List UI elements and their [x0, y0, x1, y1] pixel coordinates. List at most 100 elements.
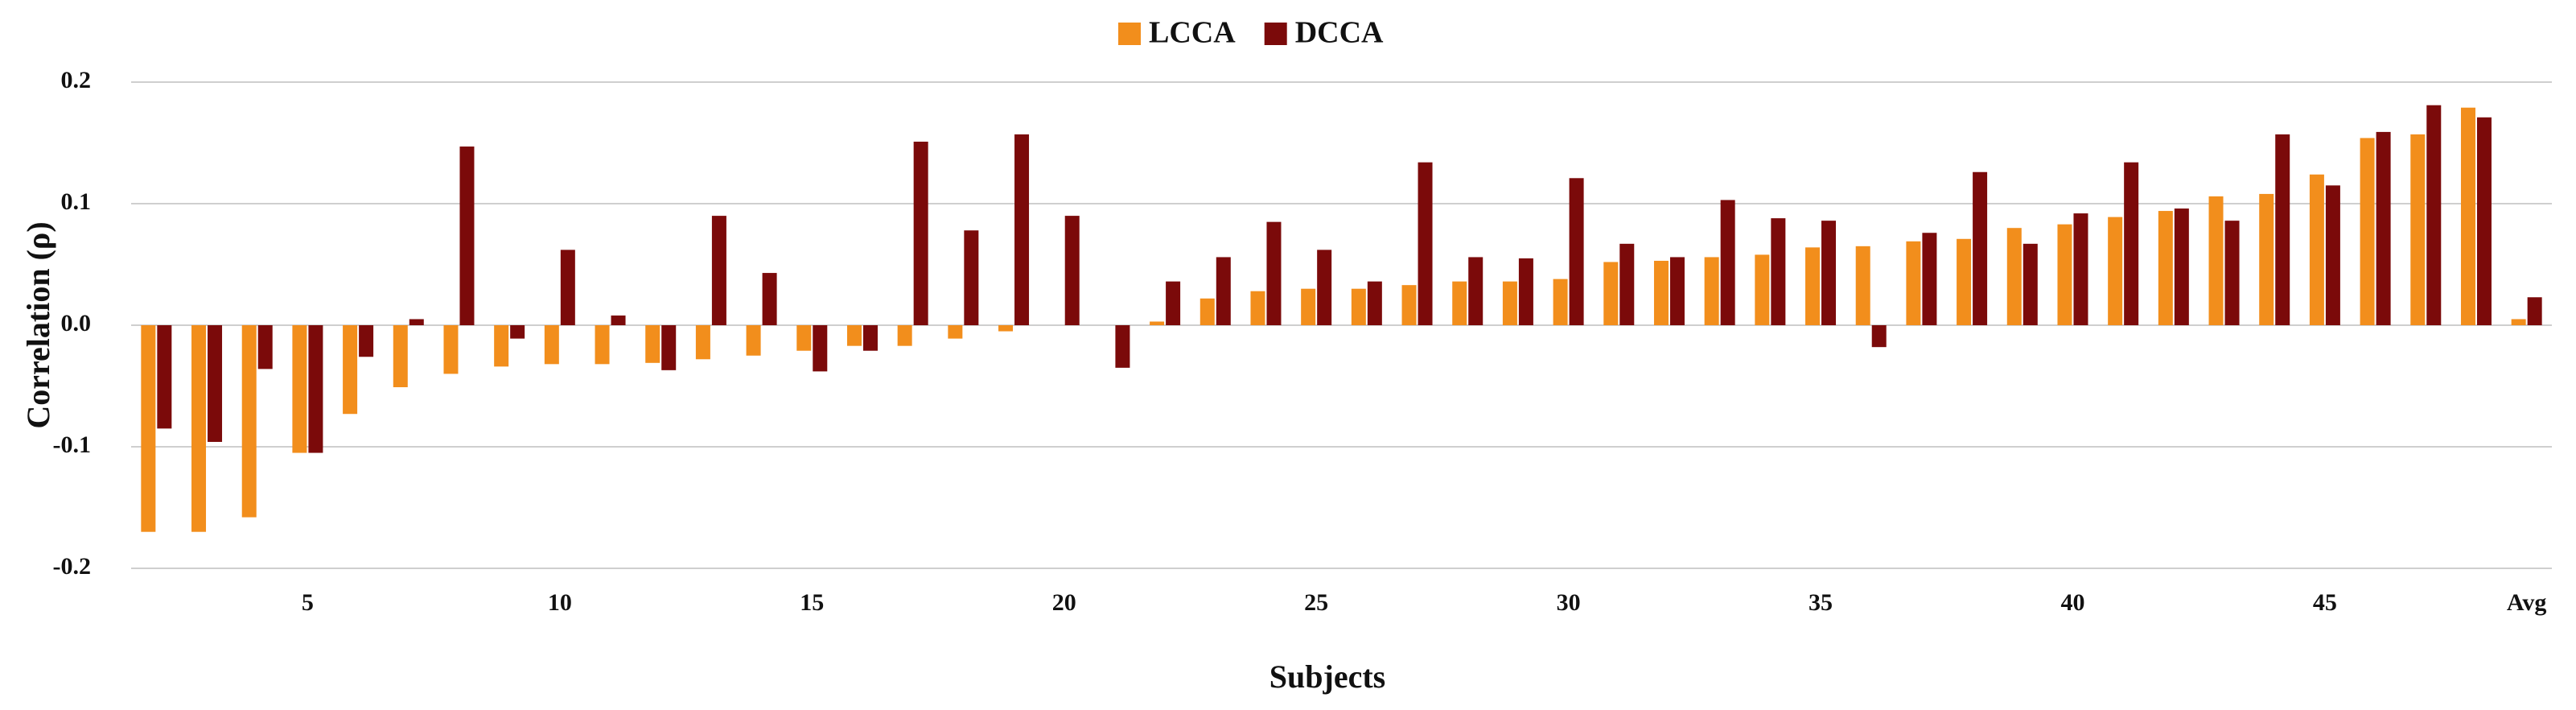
y-tick-label: -0.2	[53, 553, 92, 580]
bar	[1064, 216, 1080, 325]
bar	[409, 319, 424, 325]
bar	[2275, 134, 2290, 325]
bar	[1301, 288, 1316, 325]
x-tick-label: 30	[1557, 589, 1581, 616]
bar	[2224, 221, 2240, 325]
bar	[191, 325, 207, 532]
bar	[1855, 246, 1870, 325]
bar	[2460, 107, 2475, 325]
bar	[1704, 257, 1719, 325]
legend-swatch	[1118, 23, 1141, 45]
bar	[2174, 208, 2189, 325]
legend-swatch	[1264, 23, 1287, 45]
y-tick-label: 0.0	[61, 310, 92, 336]
bar	[1619, 243, 1635, 325]
bar	[913, 141, 928, 325]
bar	[2158, 211, 2173, 325]
bar	[2259, 193, 2274, 325]
bar	[2511, 319, 2526, 325]
bar	[813, 325, 828, 372]
bar	[2073, 213, 2088, 325]
bar	[964, 230, 979, 325]
bar	[2360, 138, 2375, 325]
bar	[208, 325, 223, 442]
bar	[2527, 297, 2542, 325]
bar	[141, 325, 156, 532]
bar	[257, 325, 273, 369]
x-tick-label: 35	[1809, 589, 1833, 616]
bar	[1351, 288, 1366, 325]
bar	[459, 147, 475, 325]
bar	[1266, 221, 1282, 325]
bar	[359, 325, 374, 357]
bar	[1166, 281, 1181, 325]
bar	[897, 325, 912, 346]
bar	[1502, 281, 1517, 325]
y-tick-label: 0.2	[61, 67, 92, 93]
bar	[2057, 224, 2072, 325]
bar	[1452, 281, 1467, 325]
bar	[1569, 178, 1584, 325]
y-axis-title: Correlation (ρ)	[20, 221, 56, 428]
x-tick-label: Avg	[2507, 589, 2546, 616]
bar	[1150, 321, 1165, 325]
bar	[308, 325, 323, 453]
y-tick-label: -0.1	[53, 431, 92, 458]
bar	[1922, 233, 1937, 325]
bar	[544, 325, 559, 365]
bar	[2108, 217, 2123, 325]
bar	[157, 325, 172, 429]
x-tick-label: 40	[2060, 589, 2084, 616]
bar	[2006, 228, 2022, 325]
bar	[2023, 243, 2038, 325]
y-tick-label: 0.1	[61, 188, 92, 215]
bar	[494, 325, 509, 367]
bar	[1216, 257, 1231, 325]
bar	[1906, 241, 1921, 325]
bar	[1653, 260, 1669, 325]
legend-label: DCCA	[1295, 16, 1384, 50]
x-axis-title: Subjects	[1269, 658, 1385, 695]
bar	[1805, 247, 1821, 325]
bar	[443, 325, 459, 374]
bar	[746, 325, 761, 356]
x-tick-label: 20	[1052, 589, 1076, 616]
bar	[661, 325, 677, 370]
bar	[846, 325, 862, 346]
bar	[2410, 134, 2426, 325]
x-tick-label: 25	[1304, 589, 1328, 616]
bar	[762, 273, 777, 325]
bar	[711, 216, 726, 325]
bar	[510, 325, 525, 339]
bar	[1367, 281, 1382, 325]
bar	[1518, 258, 1533, 325]
bar	[1821, 221, 1837, 325]
bar	[2376, 131, 2391, 325]
bar	[1720, 200, 1735, 325]
bar	[1418, 162, 1433, 325]
bar	[595, 325, 610, 365]
bar	[2325, 185, 2340, 325]
bar	[1250, 291, 1265, 325]
bar	[2309, 174, 2324, 325]
bar	[241, 325, 257, 518]
bar	[1771, 218, 1786, 325]
bar	[1014, 134, 1030, 325]
bar	[1871, 325, 1887, 348]
x-tick-label: 45	[2313, 589, 2337, 616]
bar	[611, 315, 626, 325]
bar	[2476, 117, 2492, 326]
bar	[695, 325, 710, 360]
bar	[1957, 238, 1972, 325]
bar	[645, 325, 660, 363]
bar	[343, 325, 358, 415]
bar	[1200, 298, 1215, 325]
bar	[393, 325, 408, 388]
bar	[1669, 257, 1685, 325]
bar	[2426, 105, 2442, 325]
bar	[2208, 196, 2224, 325]
bar	[1603, 262, 1619, 325]
bar	[1553, 279, 1568, 325]
bar	[1973, 171, 1988, 325]
